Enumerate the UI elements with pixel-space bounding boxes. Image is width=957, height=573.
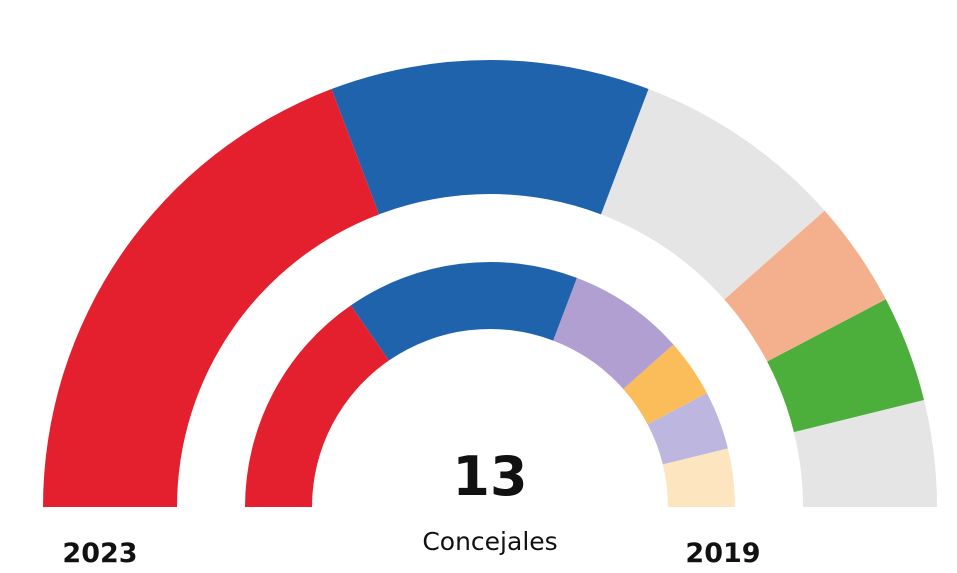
ring-segment xyxy=(245,305,389,507)
ring-segment xyxy=(350,262,577,361)
ring-segment xyxy=(43,89,380,508)
ring-label: 2019 xyxy=(685,538,760,569)
ring-segment xyxy=(647,393,728,465)
center-label: Concejales xyxy=(422,527,557,556)
ring-segment xyxy=(767,299,925,433)
ring-segment xyxy=(724,210,886,362)
center-value: 13 xyxy=(452,445,527,508)
ring-segment xyxy=(600,89,825,300)
ring-segment xyxy=(793,400,937,507)
ring-segment xyxy=(662,448,735,507)
ring-segment xyxy=(623,344,707,425)
ring-label: 2023 xyxy=(62,538,137,569)
ring-segment xyxy=(331,60,649,215)
ring-segment xyxy=(553,277,674,389)
